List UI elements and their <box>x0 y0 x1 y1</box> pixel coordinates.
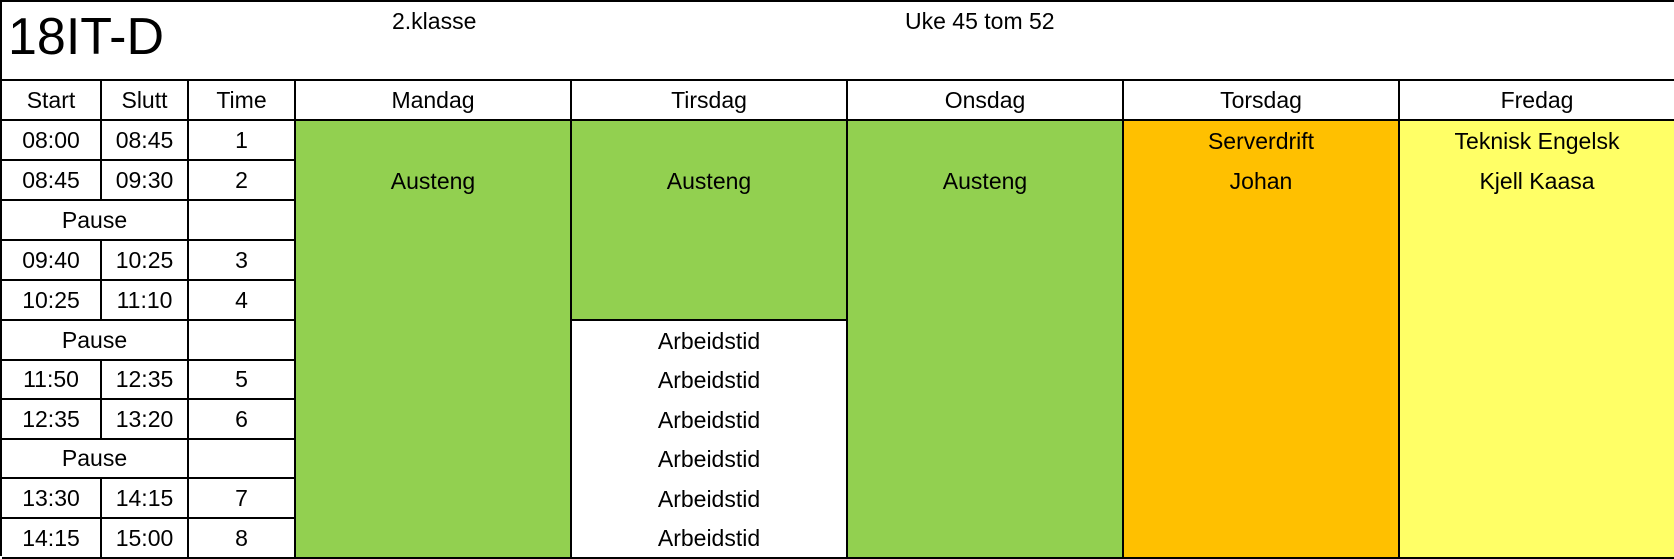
column-header-torsdag: Torsdag <box>1124 81 1400 121</box>
column-header-slutt: Slutt <box>102 81 189 121</box>
mandag-teacher: Austeng <box>390 167 476 194</box>
column-header-mandag: Mandag <box>296 81 572 121</box>
tirsdag-arbeidstid-4: Arbeidstid <box>572 440 848 479</box>
column-header-time: Time <box>189 81 296 121</box>
period-1-number: 1 <box>189 121 296 161</box>
column-header-tirsdag: Tirsdag <box>572 81 848 121</box>
period-1-start: 08:00 <box>2 121 102 161</box>
class-code: 18IT-D <box>8 8 165 66</box>
weeks-label: Uke 45 tom 52 <box>905 8 1055 34</box>
tirsdag-arbeidstid-2: Arbeidstid <box>572 361 848 400</box>
period-4-end: 11:10 <box>102 281 189 321</box>
tirsdag-teacher: Austeng <box>666 167 752 194</box>
mandag-lesson-block: Austeng <box>296 121 572 559</box>
tirsdag-arbeidstid-6: Arbeidstid <box>572 519 848 559</box>
period-3-number: 3 <box>189 241 296 281</box>
column-header-fredag: Fredag <box>1400 81 1674 121</box>
period-8-end: 15:00 <box>102 519 189 559</box>
pause-3-empty <box>189 440 296 479</box>
period-7-number: 7 <box>189 479 296 519</box>
fredag-lesson-block: Teknisk Engelsk Kjell Kaasa <box>1400 121 1674 559</box>
period-2-number: 2 <box>189 161 296 201</box>
grade-label: 2.klasse <box>392 8 477 34</box>
period-7-start: 13:30 <box>2 479 102 519</box>
onsdag-teacher: Austeng <box>942 167 1028 194</box>
period-1-end: 08:45 <box>102 121 189 161</box>
pause-2-label: Pause <box>2 321 189 361</box>
pause-3-label: Pause <box>2 440 189 479</box>
period-6-end: 13:20 <box>102 400 189 440</box>
tirsdag-arbeidstid-1: Arbeidstid <box>572 321 848 361</box>
period-7-end: 14:15 <box>102 479 189 519</box>
period-6-start: 12:35 <box>2 400 102 440</box>
timetable-header: 18IT-D 2.klasse Uke 45 tom 52 <box>2 2 1674 81</box>
period-2-end: 09:30 <box>102 161 189 201</box>
torsdag-teacher: Johan <box>1229 167 1293 194</box>
period-5-end: 12:35 <box>102 361 189 400</box>
period-4-start: 10:25 <box>2 281 102 321</box>
tirsdag-arbeidstid-3: Arbeidstid <box>572 400 848 440</box>
period-8-start: 14:15 <box>2 519 102 559</box>
period-5-number: 5 <box>189 361 296 400</box>
tirsdag-lesson-block: Austeng <box>572 121 848 321</box>
pause-1-empty <box>189 201 296 241</box>
period-3-end: 10:25 <box>102 241 189 281</box>
pause-1-label: Pause <box>2 201 189 241</box>
fredag-subject: Teknisk Engelsk <box>1454 127 1620 154</box>
period-2-start: 08:45 <box>2 161 102 201</box>
period-4-number: 4 <box>189 281 296 321</box>
column-header-start: Start <box>2 81 102 121</box>
tirsdag-arbeidstid-5: Arbeidstid <box>572 479 848 519</box>
pause-2-empty <box>189 321 296 361</box>
period-8-number: 8 <box>189 519 296 559</box>
column-header-onsdag: Onsdag <box>848 81 1124 121</box>
period-3-start: 09:40 <box>2 241 102 281</box>
torsdag-lesson-block: Serverdrift Johan <box>1124 121 1400 559</box>
onsdag-lesson-block: Austeng <box>848 121 1124 559</box>
torsdag-subject: Serverdrift <box>1207 127 1315 154</box>
period-6-number: 6 <box>189 400 296 440</box>
fredag-teacher: Kjell Kaasa <box>1479 167 1595 194</box>
period-5-start: 11:50 <box>2 361 102 400</box>
